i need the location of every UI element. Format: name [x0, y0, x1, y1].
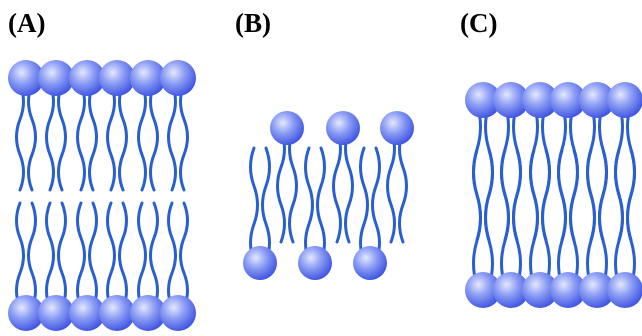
- lipid-tail: [17, 203, 24, 308]
- lipid-tail: [502, 150, 509, 286]
- lipid-tail: [318, 148, 325, 262]
- lipid-head: [380, 111, 414, 145]
- lipid-tail: [29, 84, 36, 190]
- lipid-tail: [388, 130, 395, 242]
- lipid-tail: [108, 203, 115, 308]
- lipid-head: [38, 60, 74, 96]
- lipid-head: [270, 111, 304, 145]
- lipid-tail: [47, 203, 54, 308]
- bilayers: [8, 60, 642, 331]
- panel-label: (A): [8, 8, 45, 38]
- lipid-tail: [334, 130, 341, 242]
- lipid-tail: [251, 148, 258, 262]
- lipid-tail: [346, 130, 353, 242]
- lipid-tail: [29, 203, 36, 308]
- lipid-tail: [78, 203, 85, 308]
- lipid-tail: [151, 84, 158, 190]
- lipid-tail: [78, 84, 85, 190]
- lipid-tail: [361, 148, 368, 262]
- lipid-tail: [181, 84, 188, 190]
- lipid-tail: [543, 150, 550, 286]
- lipid-tail: [181, 203, 188, 308]
- page: (A) (B) (C) (() => { const data = JSON.p…: [0, 0, 642, 336]
- lipid-tail: [474, 150, 481, 286]
- lipid-tail: [514, 150, 521, 286]
- lipid-tail: [616, 150, 623, 286]
- lipid-tail: [169, 84, 176, 190]
- lipid-tail: [306, 148, 313, 262]
- lipid-tail: [169, 203, 176, 308]
- lipid-tail: [531, 150, 538, 286]
- lipid-tail: [400, 130, 407, 242]
- panel-label: (C): [460, 8, 497, 38]
- lipid-tail: [278, 130, 285, 242]
- lipid-tail: [139, 84, 146, 190]
- lipid-head: [99, 295, 135, 331]
- lipid-tail: [120, 84, 127, 190]
- diagram: (A) (B) (C): [0, 0, 642, 336]
- lipid-tail: [59, 84, 66, 190]
- lipid-tail: [151, 203, 158, 308]
- lipid-head: [326, 111, 360, 145]
- lipid-head: [607, 82, 642, 118]
- lipid-tail: [290, 130, 297, 242]
- lipid-head: [160, 60, 196, 96]
- lipid-tail: [571, 150, 578, 286]
- lipid-tail: [139, 203, 146, 308]
- lipid-tail: [628, 150, 635, 286]
- lipid-tail: [59, 203, 66, 308]
- lipid-head: [298, 246, 332, 280]
- lipid-tail: [90, 203, 97, 308]
- lipid-tail: [47, 84, 54, 190]
- lipid-tail: [90, 84, 97, 190]
- lipid-head: [38, 295, 74, 331]
- lipid-tail: [486, 150, 493, 286]
- lipid-head: [353, 246, 387, 280]
- lipid-head: [99, 60, 135, 96]
- lipid-tail: [559, 150, 566, 286]
- lipid-tail: [600, 150, 607, 286]
- lipid-tail: [588, 150, 595, 286]
- lipid-head: [243, 246, 277, 280]
- lipid-head: [607, 272, 642, 308]
- lipid-tail: [373, 148, 380, 262]
- lipid-head: [160, 295, 196, 331]
- lipid-tail: [120, 203, 127, 308]
- lipid-tail: [263, 148, 270, 262]
- lipid-tail: [108, 84, 115, 190]
- panel-label: (B): [235, 8, 271, 38]
- lipid-tail: [17, 84, 24, 190]
